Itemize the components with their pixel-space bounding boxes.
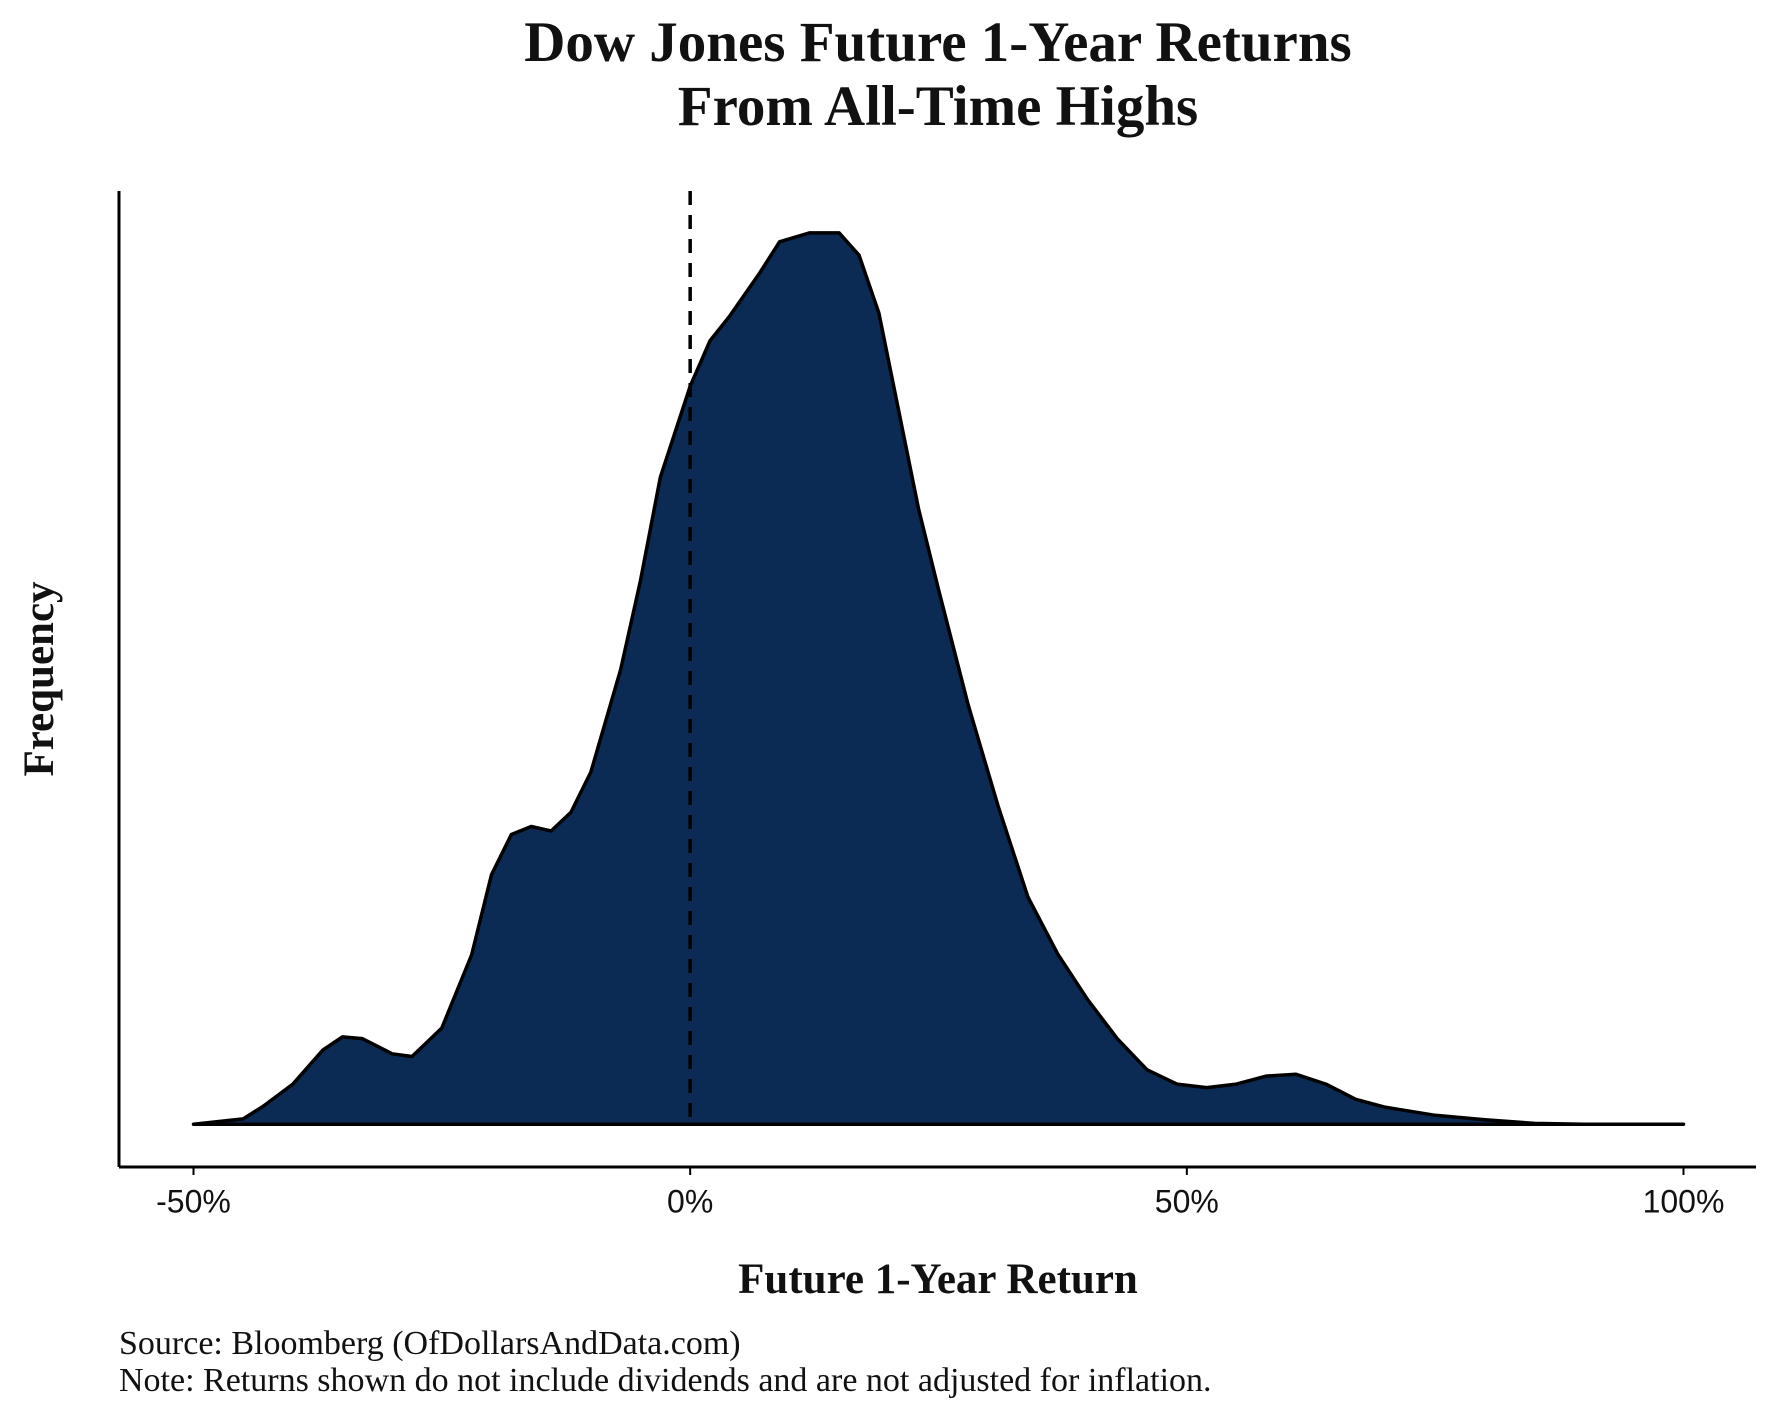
note: Note: Returns shown do not include divid… — [119, 1362, 1212, 1399]
x-tick-label: 50% — [1155, 1183, 1219, 1219]
x-tick-label: 0% — [667, 1183, 713, 1219]
source: Source: Bloomberg (OfDollarsAndData.com) — [119, 1325, 741, 1362]
density-area — [191, 231, 1686, 1126]
y-axis-label: Frequency — [16, 581, 63, 777]
x-tick-label: 100% — [1643, 1183, 1725, 1219]
x-tick-label: -50% — [156, 1183, 231, 1219]
chart-title: Dow Jones Future 1-Year Returns — [524, 11, 1352, 74]
x-axis-label: Future 1-Year Return — [738, 1256, 1138, 1303]
chart-title: From All-Time Highs — [678, 75, 1198, 138]
